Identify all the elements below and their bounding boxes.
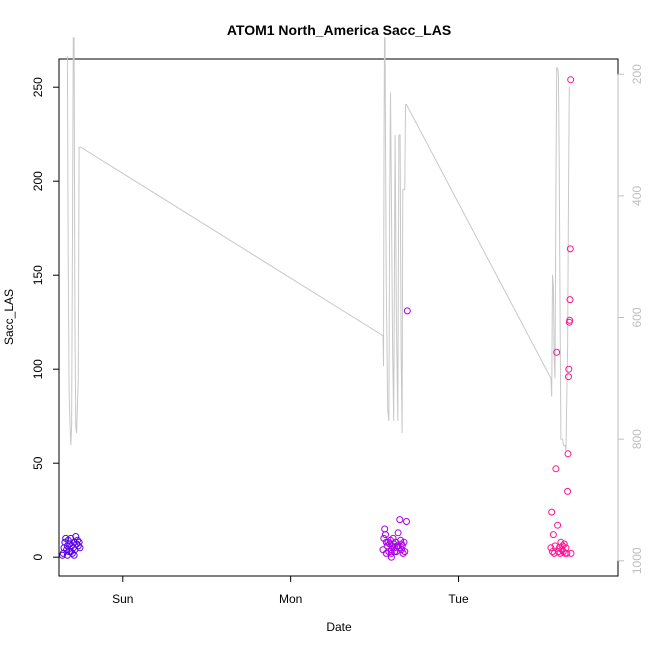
scatter-point (396, 516, 404, 524)
scatter-point (382, 531, 389, 539)
y-axis-label: Sacc_LAS (2, 289, 16, 345)
y-tick-label: 0 (31, 554, 45, 561)
scatter-point (72, 533, 80, 540)
scatter-point (554, 521, 562, 529)
scatter-point (566, 316, 574, 324)
scatter-point (567, 549, 575, 557)
scatter-series (58, 76, 575, 561)
right-tick-label: 400 (630, 186, 644, 206)
line-series (66, 37, 570, 452)
scatter-point (564, 450, 572, 458)
y-tick-label: 50 (31, 456, 45, 470)
scatter-point (552, 465, 560, 473)
right-tick-label: 600 (630, 307, 644, 327)
scatter-point (70, 551, 78, 559)
right-axis: 200 400 600 800 1000 (617, 64, 644, 574)
scatter-point (566, 296, 574, 304)
chart-title: ATOM1 North_America Sacc_LAS (227, 22, 451, 38)
scatter-point (403, 307, 411, 315)
scatter-point (547, 544, 555, 552)
scatter-point (403, 518, 410, 525)
scatter-point (381, 525, 389, 533)
scatter-point (553, 348, 561, 356)
scatter-point (549, 548, 556, 556)
x-tick-label: Sun (112, 592, 133, 606)
scatter-point (394, 542, 402, 550)
scatter-point (556, 549, 564, 557)
scatter-point (76, 544, 84, 552)
scatter-point (564, 487, 572, 495)
line-path (66, 37, 570, 452)
scatter-point (548, 508, 556, 516)
plot-frame (58, 58, 619, 577)
scatter-point (565, 373, 572, 381)
x-axis: Sun Mon Tue (112, 575, 469, 606)
x-tick-label: Tue (448, 592, 469, 606)
scatter-point (563, 549, 571, 557)
scatter-point (565, 365, 573, 373)
right-tick-label: 1000 (630, 547, 644, 574)
y-tick-label: 150 (31, 265, 45, 285)
scatter-point (567, 76, 575, 84)
y-tick-label: 100 (31, 359, 45, 379)
scatter-point (387, 549, 395, 557)
right-tick-label: 200 (630, 64, 644, 84)
right-tick-label: 800 (630, 429, 644, 449)
scatter-point (566, 245, 574, 253)
scatter-point (390, 540, 398, 548)
scatter-point (549, 531, 557, 539)
scatter-point (391, 548, 399, 556)
y-axis: 0 50 100 150 200 250 (31, 77, 60, 561)
y-tick-label: 200 (31, 171, 45, 191)
scatter-point (382, 538, 390, 546)
scatter-point (394, 529, 402, 537)
scatter-point (74, 542, 82, 550)
scatter-point (398, 540, 405, 548)
scatter-point (560, 540, 568, 548)
scatter-point (401, 548, 409, 556)
scatter-point (551, 542, 559, 550)
scatter-point (399, 549, 407, 557)
scatter-point (387, 553, 395, 561)
x-axis-label: Date (326, 620, 352, 634)
scatter-point (557, 538, 565, 546)
y-tick-label: 250 (31, 77, 45, 97)
scatter-point (554, 548, 562, 556)
x-tick-label: Mon (279, 592, 302, 606)
